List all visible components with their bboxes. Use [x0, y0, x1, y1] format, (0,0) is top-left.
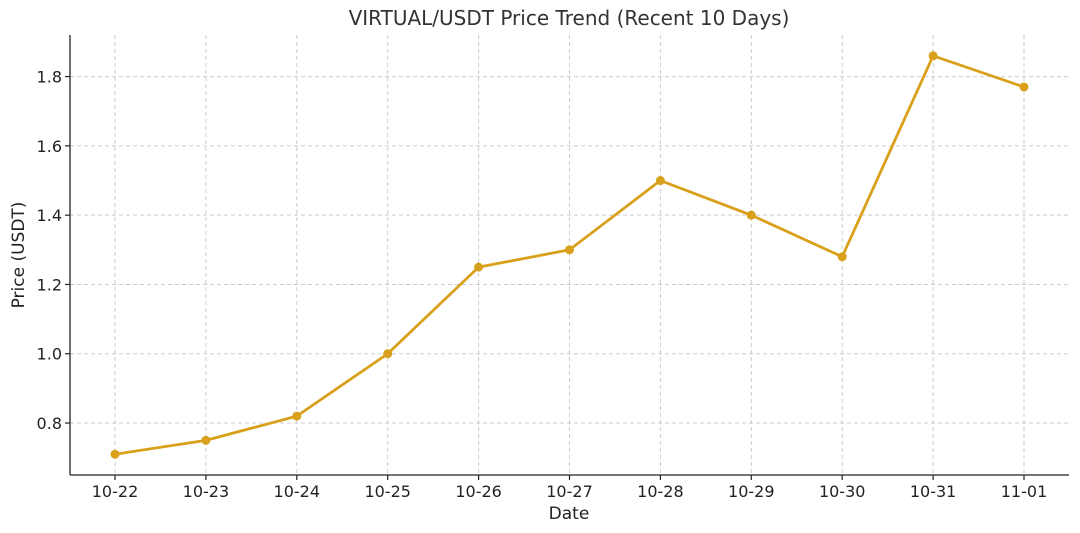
x-axis-label: Date [549, 504, 590, 524]
data-point [110, 449, 120, 459]
x-tick-label: 10-23 [183, 482, 230, 501]
tick-labels: 10-22 10-23 10-24 10-25 10-26 10-27 10-28 10-29… [37, 68, 1048, 501]
data-point [565, 245, 574, 255]
y-tick-label: 1.6 [37, 137, 62, 156]
y-tick-label: 1.0 [37, 345, 62, 364]
data-point [474, 262, 484, 272]
x-tick-label: 10-29 [728, 482, 775, 501]
grid [70, 35, 1069, 475]
y-tick-label: 1.4 [37, 206, 62, 225]
x-tick-label: 10-24 [274, 482, 321, 501]
data-point [201, 435, 211, 445]
x-tick-label: 11-01 [1001, 482, 1048, 501]
x-tick-label: 10-31 [910, 482, 957, 501]
y-axis-label: Price (USDT) [9, 202, 29, 309]
data-point [292, 411, 302, 421]
data-point [928, 51, 938, 61]
data-point [655, 176, 665, 186]
data-point [383, 349, 393, 359]
data-point [1019, 82, 1029, 92]
x-tick-label: 10-22 [92, 482, 139, 501]
y-tick-label: 1.2 [37, 275, 62, 294]
x-tick-label: 10-25 [364, 482, 411, 501]
series [110, 51, 1029, 459]
data-point [746, 210, 756, 220]
x-tick-label: 10-26 [455, 482, 502, 501]
y-tick-label: 1.8 [37, 68, 62, 87]
data-point [837, 252, 847, 262]
x-tick-label: 10-28 [637, 482, 684, 501]
chart-title: VIRTUAL/USDT Price Trend (Recent 10 Days… [349, 6, 790, 30]
x-tick-label: 10-30 [819, 482, 866, 501]
x-tick-label: 10-27 [546, 482, 593, 501]
y-tick-label: 0.8 [37, 414, 62, 433]
